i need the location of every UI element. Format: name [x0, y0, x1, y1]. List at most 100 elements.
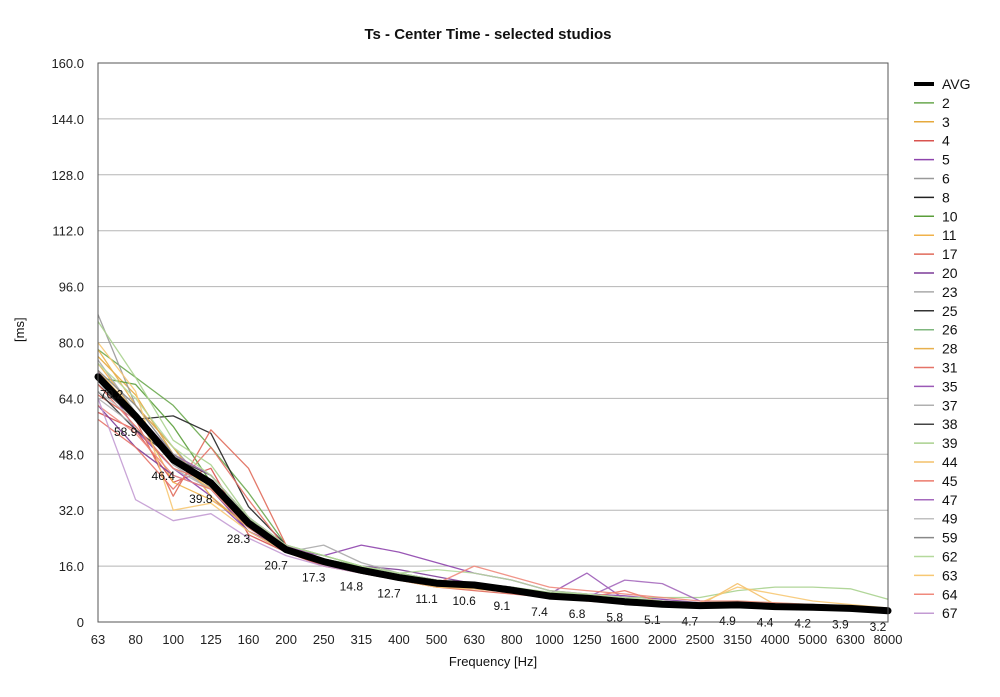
series-line-AVG — [94, 373, 892, 615]
legend-label-35: 35 — [942, 378, 958, 394]
x-tick-label: 315 — [350, 632, 372, 647]
x-tick-label: 160 — [238, 632, 260, 647]
legend-label-59: 59 — [942, 530, 958, 546]
legend-label-49: 49 — [942, 511, 958, 527]
x-tick-label: 800 — [501, 632, 523, 647]
avg-point — [508, 587, 516, 594]
avg-point — [847, 605, 854, 612]
y-tick-label: 0 — [77, 615, 84, 630]
avg-point — [395, 574, 403, 581]
legend-label-5: 5 — [942, 152, 950, 168]
legend-label-38: 38 — [942, 416, 958, 432]
avg-data-labels: 70.2 58.9 46.4 39.8 28.3 20.7 17.3 14.8 12.7 11.1… — [100, 388, 887, 634]
avg-data-label: 7.4 — [531, 605, 548, 619]
y-tick-label: 112.0 — [52, 224, 84, 239]
x-tick-label: 100 — [162, 632, 184, 647]
y-tick-label: 64.0 — [59, 391, 84, 406]
avg-data-label: 17.3 — [302, 571, 326, 585]
plot-frame — [97, 62, 889, 623]
y-tick-label: 32.0 — [59, 503, 84, 518]
x-tick-label: 4000 — [761, 632, 790, 647]
legend-label-47: 47 — [942, 492, 958, 508]
x-axis-label: Frequency [Hz] — [448, 654, 538, 669]
x-tick-label: 200 — [275, 632, 297, 647]
avg-point — [433, 580, 440, 587]
x-tick-label: 250 — [313, 632, 335, 647]
avg-data-label: 46.4 — [152, 469, 176, 483]
avg-data-label: 4.9 — [719, 614, 736, 628]
legend-label-31: 31 — [942, 360, 958, 376]
avg-point — [809, 604, 816, 611]
legend-label-64: 64 — [942, 586, 958, 602]
legend-label-67: 67 — [942, 605, 958, 621]
y-tick-label: 48.0 — [59, 447, 84, 462]
x-tick-label: 630 — [463, 632, 485, 647]
x-tick-label: 8000 — [874, 632, 903, 647]
legend-label-4: 4 — [942, 133, 950, 149]
avg-point — [282, 546, 290, 553]
series-line-4 — [97, 411, 889, 612]
grid — [98, 118, 888, 567]
avg-data-label: 39.8 — [189, 492, 213, 506]
avg-data-label: 6.8 — [569, 607, 586, 621]
avg-point — [170, 456, 177, 464]
legend-label-25: 25 — [942, 303, 958, 319]
legend-label-8: 8 — [942, 189, 950, 205]
avg-point — [470, 581, 478, 589]
avg-data-label: 11.1 — [415, 592, 438, 606]
avg-point — [734, 601, 741, 609]
series-line-64 — [97, 404, 889, 610]
avg-point — [696, 602, 704, 609]
x-tick-label: 3150 — [723, 632, 752, 647]
x-tick-label: 2000 — [648, 632, 677, 647]
chart-title: Ts - Center Time - selected studios — [364, 26, 612, 43]
x-axis-ticks: 63 80 100 125 160 200 250 315 400 500 630 800 1000 12… — [91, 632, 903, 647]
avg-point — [132, 413, 139, 420]
avg-data-label: 58.9 — [114, 425, 138, 439]
x-tick-label: 1250 — [573, 632, 602, 647]
series-line-63 — [97, 342, 889, 609]
avg-data-label: 5.8 — [606, 611, 623, 625]
y-tick-label: 160.0 — [51, 56, 84, 71]
series-line-67 — [97, 398, 889, 612]
avg-point — [659, 600, 666, 608]
avg-point — [358, 567, 365, 574]
avg-point — [546, 592, 553, 600]
avg-data-label: 10.6 — [453, 594, 477, 608]
legend-label-2: 2 — [942, 95, 950, 111]
x-tick-label: 400 — [388, 632, 410, 647]
x-tick-label: 80 — [128, 632, 142, 647]
series-line-37 — [97, 397, 889, 612]
x-tick-label: 1600 — [610, 632, 639, 647]
x-tick-label: 1000 — [535, 632, 564, 647]
legend-label-62: 62 — [942, 549, 958, 565]
x-tick-label: 500 — [426, 632, 448, 647]
legend-label-AVG: AVG — [942, 76, 971, 92]
avg-data-label: 9.1 — [493, 599, 510, 613]
legend-label-45: 45 — [942, 473, 958, 489]
y-tick-label: 16.0 — [59, 559, 84, 574]
legend-label-6: 6 — [942, 171, 950, 187]
legend: AVG2345681011172023252628313537383944454… — [914, 76, 971, 621]
avg-data-label: 70.2 — [100, 388, 124, 402]
x-tick-label: 6300 — [836, 632, 865, 647]
y-tick-label: 96.0 — [59, 280, 84, 295]
series-line-31 — [97, 418, 889, 612]
legend-label-23: 23 — [942, 284, 958, 300]
legend-label-3: 3 — [942, 114, 950, 130]
x-tick-label: 5000 — [798, 632, 827, 647]
series-line-39 — [97, 321, 889, 600]
series-lines — [97, 314, 889, 613]
avg-data-label: 4.2 — [794, 616, 811, 630]
avg-point — [207, 479, 215, 487]
avg-point — [320, 558, 327, 565]
avg-data-label: 28.3 — [227, 532, 251, 546]
legend-label-10: 10 — [942, 208, 958, 224]
y-axis-ticks: 0 16.0 32.0 48.0 64.0 80.0 96.0 112.0 128.0 144.0… — [51, 56, 84, 630]
legend-label-37: 37 — [942, 397, 958, 413]
x-tick-label: 125 — [200, 632, 222, 647]
x-tick-label: 63 — [91, 632, 105, 647]
avg-data-label: 12.7 — [377, 587, 401, 601]
legend-label-20: 20 — [942, 265, 958, 281]
